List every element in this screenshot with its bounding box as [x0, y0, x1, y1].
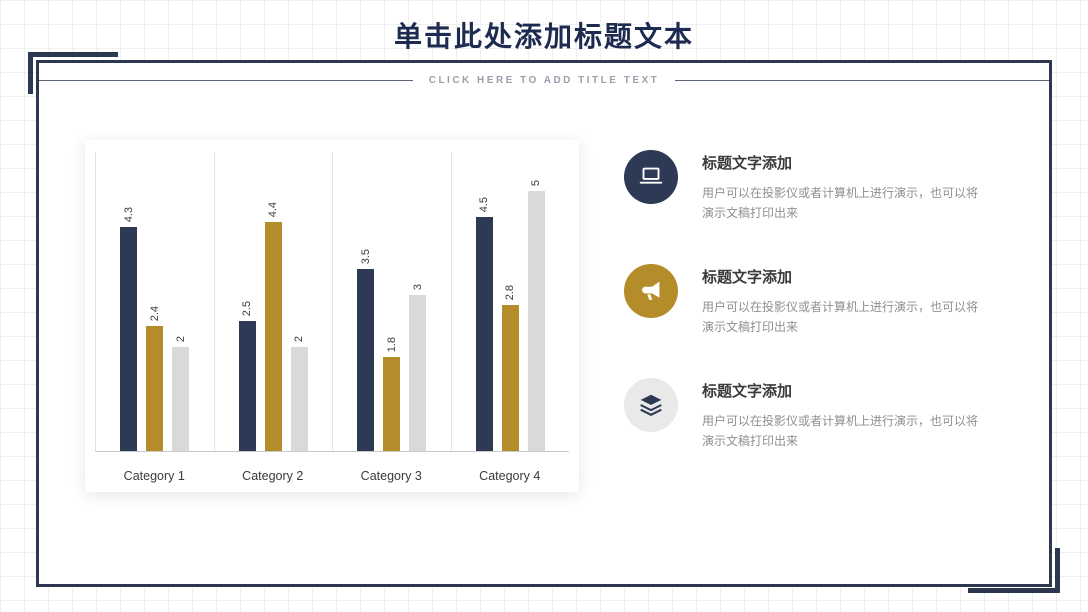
item-body: 用户可以在投影仪或者计算机上进行演示，也可以将演示文稿打印出来 — [702, 299, 979, 335]
bar-series-gray — [527, 191, 545, 451]
slide-title: 单击此处添加标题文本 — [393, 21, 694, 52]
item-text: 标题文字添加 用户可以在投影仪或者计算机上进行演示，也可以将演示文稿打印出来 — [702, 264, 984, 338]
category-label: Category 4 — [479, 469, 541, 483]
item-body: 用户可以在投影仪或者计算机上进行演示，也可以将演示文稿打印出来 — [702, 413, 979, 448]
subtitle-row: CLICK HERE TO ADD TITLE TEXT — [39, 75, 1049, 86]
laptop-icon — [624, 150, 678, 204]
bar-value-label: 2 — [174, 335, 187, 342]
bar-group-member: 4.3 — [120, 207, 138, 451]
bar-value-label: 3 — [411, 283, 424, 290]
corner-accent-bottom-right-horizontal — [968, 588, 1060, 593]
bar-group-member: 3.5 — [357, 248, 375, 451]
bar-series-navy — [475, 217, 493, 451]
chart-category-cell: 4.3 2.4 2 — [95, 152, 214, 451]
bar-value-label: 2.5 — [241, 300, 254, 316]
bar-value-label: 4.4 — [267, 201, 280, 218]
bar-series-gold — [501, 305, 519, 451]
bar-value-label: 4.5 — [478, 196, 491, 212]
list-item: 标题文字添加 用户可以在投影仪或者计算机上进行演示，也可以将演示文稿打印出来 — [624, 150, 1000, 224]
chart-plot-area: 4.3 2.4 2 2.5 4.4 2 3.5 1.8 3 4.5 2.8 5 — [95, 152, 569, 452]
bar-value-label: 2.4 — [148, 305, 161, 322]
bar-value-label: 3.5 — [359, 248, 372, 264]
bar-series-gray — [290, 347, 308, 451]
bar-group-member: 2.8 — [501, 285, 519, 451]
subtitle-right-rule — [675, 80, 1049, 81]
bar-group-member: 2 — [172, 335, 190, 451]
slide-subtitle: CLICK HERE TO ADD TITLE TEXT — [428, 75, 660, 86]
feature-list: 标题文字添加 用户可以在投影仪或者计算机上进行演示，也可以将演示文稿打印出来 标… — [624, 150, 1000, 451]
category-label: Category 3 — [360, 469, 422, 483]
bar-value-label: 4.3 — [122, 207, 135, 223]
bar-series-navy — [357, 269, 375, 451]
subtitle-left-rule — [39, 80, 413, 81]
bar-group-member: 2.5 — [238, 300, 256, 451]
megaphone-icon — [624, 263, 678, 318]
bar-value-label: 1.8 — [385, 337, 398, 353]
list-item: 标题文字添加 用户可以在投影仪或者计算机上进行演示，也可以将演示文稿打印出来 — [624, 377, 1000, 452]
bar-value-label: 5 — [530, 179, 543, 186]
bar-group-member: 3 — [409, 283, 427, 451]
bar-series-gray — [172, 347, 190, 451]
bar-value-label: 2.8 — [504, 285, 517, 301]
category-label: Category 2 — [242, 469, 304, 483]
bar-series-gold — [383, 357, 401, 451]
bar-series-gray — [409, 295, 427, 451]
item-title: 标题文字添加 — [702, 268, 793, 286]
bar-value-label: 2 — [293, 335, 306, 342]
bar-series-navy — [120, 227, 138, 451]
bar-group-member: 1.8 — [383, 337, 401, 451]
chart-category-cell: 3.5 1.8 3 — [332, 152, 451, 451]
item-title: 标题文字添加 — [702, 382, 793, 400]
bar-series-gold — [146, 326, 164, 451]
corner-accent-bottom-right-vertical — [1055, 548, 1060, 593]
chart-category-cell: 4.5 2.8 5 — [450, 152, 570, 451]
chart-x-axis: Category 1 Category 2 Category 3 Category 4 — [95, 469, 569, 483]
item-text: 标题文字添加 用户可以在投影仪或者计算机上进行演示，也可以将演示文稿打印出来 — [702, 378, 984, 452]
list-item: 标题文字添加 用户可以在投影仪或者计算机上进行演示，也可以将演示文稿打印出来 — [624, 263, 1000, 338]
item-body: 用户可以在投影仪或者计算机上进行演示，也可以将演示文稿打印出来 — [702, 186, 979, 221]
bar-group-member: 4.5 — [475, 196, 493, 451]
item-title: 标题文字添加 — [702, 155, 793, 172]
bar-group-member: 5 — [527, 179, 545, 451]
item-text: 标题文字添加 用户可以在投影仪或者计算机上进行演示，也可以将演示文稿打印出来 — [702, 150, 984, 224]
bar-series-navy — [238, 321, 256, 451]
layers-icon — [624, 377, 678, 432]
bar-group-member: 4.4 — [264, 201, 282, 451]
category-label: Category 1 — [123, 469, 185, 483]
bar-group-member: 2 — [290, 335, 308, 451]
corner-accent-top-left-horizontal — [28, 52, 118, 57]
chart-category-cell: 2.5 4.4 2 — [213, 152, 333, 451]
bar-group-member: 2.4 — [146, 305, 164, 451]
bar-series-gold — [264, 222, 282, 451]
corner-accent-top-left-vertical — [28, 52, 33, 94]
